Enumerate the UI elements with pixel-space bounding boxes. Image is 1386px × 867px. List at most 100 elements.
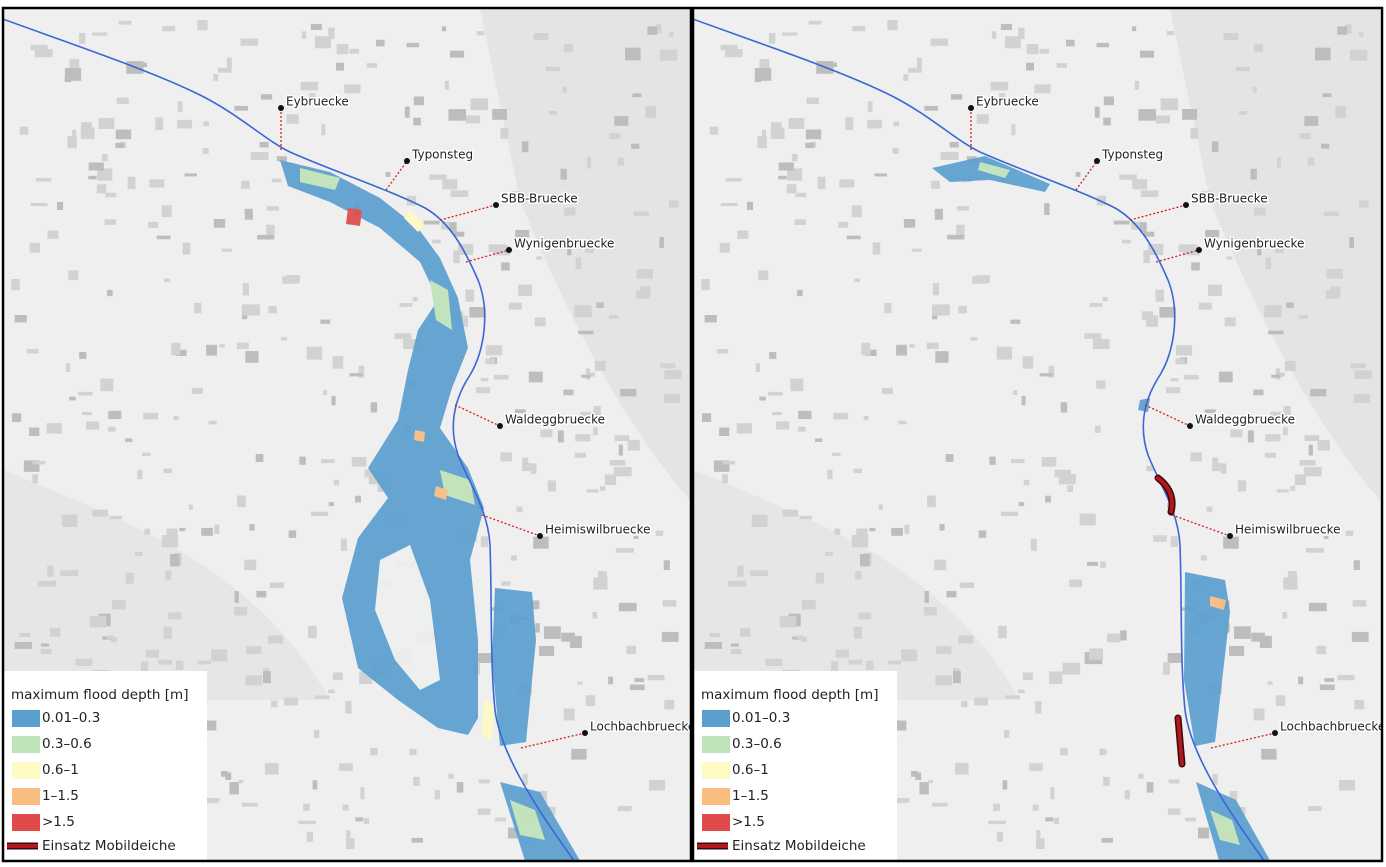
building xyxy=(1096,380,1106,389)
building xyxy=(1045,495,1051,503)
building xyxy=(719,427,730,437)
building xyxy=(256,590,267,598)
building xyxy=(303,803,310,811)
building xyxy=(940,152,959,160)
building xyxy=(328,27,335,39)
building xyxy=(306,346,323,360)
building xyxy=(1310,388,1327,397)
building xyxy=(587,157,592,169)
building xyxy=(175,349,187,356)
building xyxy=(633,535,639,539)
building xyxy=(1283,577,1298,590)
building xyxy=(580,411,596,421)
building xyxy=(321,124,326,136)
building xyxy=(664,699,675,710)
mobile-dike xyxy=(1156,476,1175,514)
building xyxy=(1252,86,1257,93)
building xyxy=(69,396,76,401)
building xyxy=(14,641,32,649)
building xyxy=(301,31,307,39)
building xyxy=(370,747,378,756)
flood-area xyxy=(1210,810,1240,845)
building xyxy=(869,527,876,532)
building xyxy=(618,602,637,612)
building xyxy=(242,304,260,316)
building xyxy=(1276,489,1289,493)
building xyxy=(1261,748,1277,760)
building xyxy=(1265,257,1272,270)
legend-title: maximum flood depth [m] xyxy=(701,687,878,703)
building xyxy=(1307,157,1315,166)
building xyxy=(217,67,232,73)
building xyxy=(213,74,219,81)
legend-label: 0.01–0.3 xyxy=(732,710,790,726)
bridge-point xyxy=(1183,202,1189,208)
building xyxy=(794,219,806,225)
building xyxy=(1146,465,1154,472)
building xyxy=(592,427,598,436)
building xyxy=(600,486,606,491)
building xyxy=(724,49,743,58)
building xyxy=(770,127,785,139)
building xyxy=(298,820,316,825)
building xyxy=(934,559,947,571)
building xyxy=(105,192,117,198)
building xyxy=(848,659,863,665)
building xyxy=(1132,179,1148,190)
building xyxy=(1067,485,1073,492)
building xyxy=(855,571,862,580)
building xyxy=(1103,776,1110,786)
building xyxy=(448,773,454,779)
flood-area xyxy=(404,210,425,232)
building xyxy=(1287,571,1297,582)
building xyxy=(791,153,798,162)
map-panel: Eybruecke Typonsteg SBB-Bruecke Wynigenbrue… xyxy=(4,9,690,860)
building xyxy=(771,411,782,416)
building xyxy=(493,374,509,380)
building xyxy=(859,554,870,567)
building xyxy=(936,646,952,655)
building xyxy=(709,632,720,638)
building xyxy=(449,222,457,233)
building xyxy=(655,530,664,536)
building xyxy=(236,342,249,349)
panel-frame xyxy=(691,6,1384,863)
building xyxy=(590,372,595,377)
building xyxy=(72,129,77,141)
building xyxy=(1335,105,1347,118)
building xyxy=(1247,430,1254,443)
building xyxy=(1062,662,1081,675)
building xyxy=(284,697,298,706)
building xyxy=(184,173,197,177)
building xyxy=(514,409,526,414)
building xyxy=(322,390,328,396)
building xyxy=(798,410,812,420)
building xyxy=(92,32,108,36)
building xyxy=(533,536,549,549)
building xyxy=(533,33,549,41)
building xyxy=(1167,653,1182,663)
bridge-label: SBB-Bruecke xyxy=(501,192,578,206)
building xyxy=(631,143,640,149)
flood-area xyxy=(492,588,536,746)
legend-label: >1.5 xyxy=(732,814,765,830)
building xyxy=(456,782,464,793)
building xyxy=(1035,701,1042,714)
building xyxy=(203,121,210,127)
building xyxy=(596,302,604,308)
building xyxy=(1229,646,1245,656)
building xyxy=(768,33,776,44)
building xyxy=(1230,429,1243,438)
building xyxy=(833,412,849,420)
building xyxy=(919,782,929,795)
legend-label: Einsatz Mobildeiche xyxy=(732,838,866,854)
building xyxy=(669,31,674,37)
building xyxy=(163,468,173,474)
building xyxy=(597,571,607,582)
building xyxy=(865,660,874,670)
building xyxy=(155,117,164,131)
legend-label: 0.6–1 xyxy=(42,762,79,778)
river xyxy=(694,18,1265,860)
panel-frame xyxy=(1,6,693,863)
